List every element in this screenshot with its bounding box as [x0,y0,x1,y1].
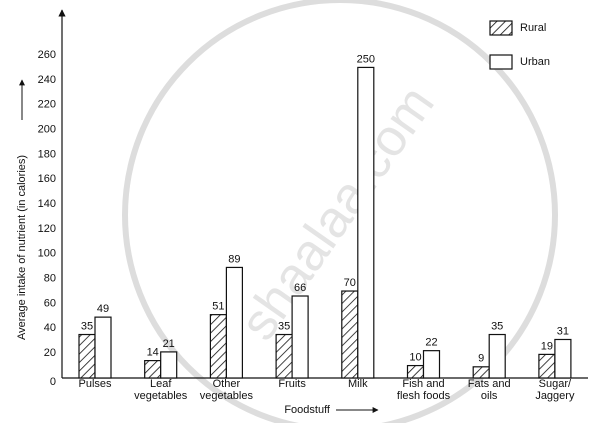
value-label: 22 [425,337,437,349]
value-label: 250 [357,53,375,65]
value-label: 31 [557,325,569,337]
x-axis-label: Foodstuff [284,404,331,416]
bar [472,366,490,379]
legend-label: Urban [520,56,550,68]
y-tick-label: 0 [50,376,56,388]
x-tick-label: Leaf vegetables [134,378,188,402]
x-tick-label: Fish and flesh foods [396,378,451,402]
y-tick-label: 180 [38,148,56,160]
value-label: 66 [294,282,306,294]
value-label: 70 [344,277,356,289]
legend-label: Rural [520,22,546,34]
value-label: 19 [541,340,553,352]
x-tick-label: Other vegetables [199,378,253,402]
bar [78,333,96,379]
y-tick-label: 60 [44,297,56,309]
value-label: 35 [278,320,290,332]
bar [406,364,425,379]
y-tick-label: 240 [38,74,56,86]
value-label: 35 [491,320,503,332]
value-label: 14 [147,347,159,359]
y-tick-label: 120 [38,223,56,235]
y-tick-label: 20 [44,347,56,359]
y-tick-label: 160 [38,173,56,185]
x-tick-label: Fruits [278,378,306,390]
value-label: 21 [163,338,175,350]
bar [225,266,243,379]
x-tick-label: Milk [348,378,368,390]
x-tick-label: Sugar/ Jaggery [535,378,575,402]
bar [554,338,572,379]
y-tick-label: 260 [38,49,56,61]
y-tick-label: 40 [44,322,56,334]
watermark: shaalaa.com [229,76,446,351]
value-label: 49 [97,303,109,315]
legend-swatch [489,54,513,70]
bar [291,295,309,379]
bar [538,353,556,379]
bar [422,350,441,379]
bar [341,290,359,379]
y-tick-label: 100 [38,248,56,260]
y-tick-label: 200 [38,123,56,135]
value-label: 9 [478,353,484,365]
value-label: 10 [409,351,421,363]
y-axis-label: Average intake of nutrient (in calories) [16,155,28,340]
bar [144,360,162,379]
y-tick-label: 80 [44,273,56,285]
bar [209,314,227,379]
watermark-circle [122,0,558,423]
legend-swatch [489,20,513,36]
bar [357,66,375,379]
bar [488,333,506,379]
y-tick-label: 220 [38,99,56,111]
value-label: 51 [212,301,224,313]
x-tick-label: Fats and oils [467,378,511,402]
y-tick-label: 140 [38,198,56,210]
bar [160,351,178,379]
x-tick-label: Pulses [78,378,112,390]
bar [94,316,112,379]
value-label: 89 [228,253,240,265]
value-label: 35 [81,320,93,332]
bar [275,333,293,379]
